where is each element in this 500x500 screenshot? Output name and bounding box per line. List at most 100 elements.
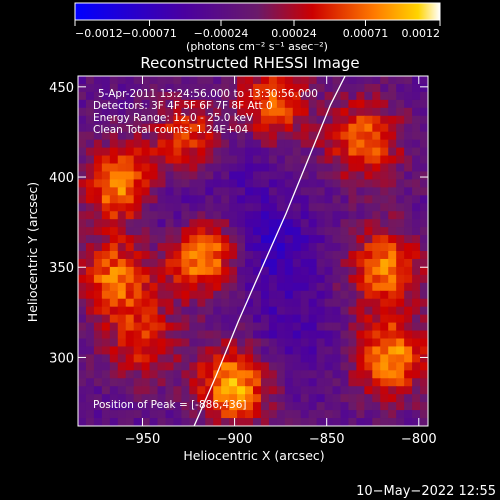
heatmap-cell	[197, 410, 206, 419]
heatmap-cell	[213, 171, 222, 181]
heatmap-cell	[356, 290, 365, 300]
heatmap-cell	[380, 211, 389, 220]
heatmap-cell	[260, 203, 270, 212]
heatmap-cell	[388, 243, 397, 252]
heatmap-cell	[157, 306, 167, 316]
heatmap-cell	[133, 139, 143, 149]
heatmap-cell	[101, 282, 111, 292]
heatmap-cell	[412, 306, 421, 316]
heatmap-cell	[332, 346, 342, 356]
heatmap-cell	[205, 338, 214, 348]
heatmap-cell	[205, 243, 214, 252]
heatmap-cell	[340, 290, 350, 300]
heatmap-cell	[117, 370, 127, 379]
heatmap-cell	[380, 418, 389, 426]
heatmap-cell	[348, 147, 358, 157]
heatmap-cell	[149, 274, 159, 284]
heatmap-cell	[316, 314, 326, 324]
heatmap-cell	[276, 306, 286, 316]
heatmap-cell	[364, 322, 373, 332]
heatmap-cell	[388, 171, 397, 181]
heatmap-cell	[181, 282, 190, 292]
heatmap-cell	[197, 306, 206, 316]
heatmap-cell	[141, 410, 151, 419]
heatmap-cell	[396, 251, 405, 260]
heatmap-cell	[300, 243, 310, 252]
heatmap-cell	[173, 330, 183, 340]
heatmap-cell	[237, 258, 246, 268]
heatmap-cell	[356, 346, 365, 356]
heatmap-cell	[237, 362, 246, 371]
heatmap-cell	[101, 354, 111, 363]
heatmap-cell	[181, 386, 190, 395]
heatmap-cell	[332, 378, 342, 387]
heatmap-cell	[133, 346, 143, 356]
heatmap-cell	[340, 123, 350, 133]
heatmap-cell	[404, 115, 413, 125]
heatmap-cell	[260, 123, 270, 133]
heatmap-cell	[380, 99, 389, 109]
heatmap-cell	[380, 282, 389, 292]
heatmap-cell	[78, 290, 87, 300]
heatmap-cell	[396, 171, 405, 181]
heatmap-cell	[380, 322, 389, 332]
heatmap-cell	[316, 354, 326, 363]
heatmap-cell	[78, 91, 87, 101]
heatmap-cell	[412, 362, 421, 371]
heatmap-cell	[101, 107, 111, 117]
heatmap-cell	[284, 123, 294, 133]
heatmap-cell	[276, 370, 286, 379]
heatmap-cell	[165, 203, 175, 212]
heatmap-cell	[324, 251, 334, 260]
heatmap-cell	[332, 266, 342, 276]
heatmap-cell	[396, 378, 405, 387]
heatmap-cell	[388, 107, 397, 117]
heatmap-cell	[260, 179, 270, 188]
heatmap-cell	[85, 394, 95, 403]
heatmap-cell	[308, 370, 318, 379]
heatmap-cell	[117, 187, 127, 196]
heatmap-cell	[268, 203, 278, 212]
heatmap-cell	[253, 203, 262, 212]
heatmap-cell	[213, 147, 222, 157]
heatmap-cell	[85, 227, 95, 236]
heatmap-cell	[324, 203, 334, 212]
heatmap-cell	[173, 298, 183, 308]
heatmap-cell	[101, 386, 111, 395]
heatmap-cell	[372, 227, 381, 236]
heatmap-cell	[316, 203, 326, 212]
heatmap-cell	[420, 219, 428, 228]
heatmap-cell	[205, 147, 214, 157]
heatmap-cell	[284, 362, 294, 371]
heatmap-cell	[237, 346, 246, 356]
heatmap-cell	[372, 370, 381, 379]
heatmap-cell	[276, 418, 286, 426]
heatmap-cell	[300, 298, 310, 308]
heatmap-cell	[340, 83, 350, 93]
heatmap-cell	[173, 107, 183, 117]
heatmap-cell	[316, 227, 326, 236]
heatmap-cell	[229, 195, 238, 204]
heatmap-cell	[276, 346, 286, 356]
heatmap-cell	[396, 258, 405, 268]
heatmap-cell	[229, 139, 238, 149]
heatmap-cell	[101, 139, 111, 149]
heatmap-cell	[213, 123, 222, 133]
heatmap-cell	[380, 386, 389, 395]
heatmap-cell	[253, 115, 262, 125]
heatmap-cell	[165, 266, 175, 276]
heatmap-cell	[229, 91, 238, 101]
heatmap-cell	[260, 83, 270, 93]
heatmap-cell	[197, 394, 206, 403]
heatmap-cell	[165, 147, 175, 157]
heatmap-cell	[404, 402, 413, 411]
heatmap-cell	[189, 115, 198, 125]
heatmap-cell	[109, 163, 119, 173]
heatmap-cell	[221, 402, 230, 411]
heatmap-cell	[300, 139, 310, 149]
heatmap-cell	[332, 370, 342, 379]
heatmap-cell	[420, 306, 428, 316]
heatmap-cell	[85, 330, 95, 340]
heatmap-cell	[332, 290, 342, 300]
heatmap-cell	[213, 258, 222, 268]
